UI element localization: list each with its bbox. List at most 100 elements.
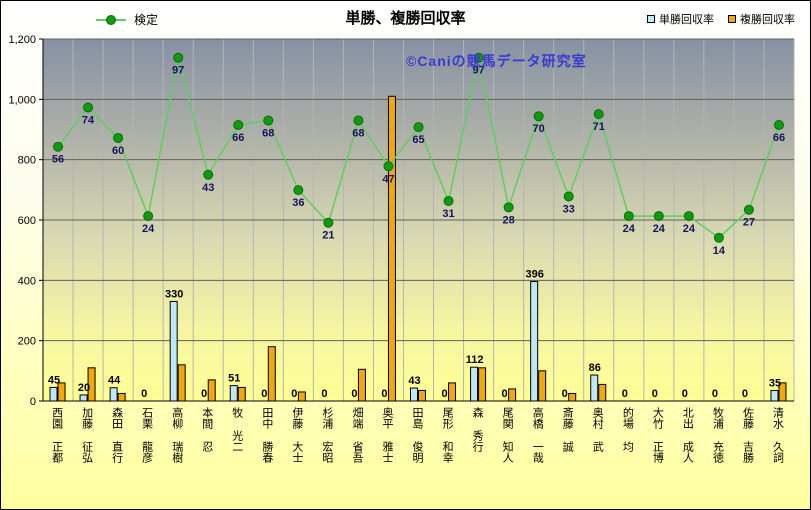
kentei-point-label: 24 <box>142 223 155 235</box>
kentei-point <box>173 52 184 63</box>
kentei-point-label: 33 <box>563 203 575 215</box>
kentei-point <box>683 211 694 222</box>
place-bar <box>177 364 186 402</box>
win-bar-label: 0 <box>502 388 508 400</box>
watermark: ©Caniの競馬データ研究室 <box>406 53 587 69</box>
kentei-point-label: 74 <box>82 114 95 126</box>
kentei-point <box>533 111 544 122</box>
win-bar-label: 0 <box>441 388 447 400</box>
win-bar-label: 0 <box>712 388 718 400</box>
win-bar <box>770 389 779 402</box>
kentei-point <box>113 132 124 143</box>
kentei-point <box>743 204 754 215</box>
kentei-point <box>653 211 664 222</box>
kentei-point <box>203 169 214 180</box>
place-bar <box>237 386 246 402</box>
place-bar <box>357 368 366 402</box>
kentei-point <box>323 217 334 228</box>
kentei-point-label: 97 <box>172 65 184 77</box>
kentei-point <box>383 161 394 172</box>
legend-bars: 単勝回収率 複勝回収率 <box>647 11 795 27</box>
win-bar-label: 0 <box>321 388 327 400</box>
win-bar-label: 0 <box>622 388 628 400</box>
place-bar <box>598 383 607 402</box>
win-bar <box>169 300 178 402</box>
win-bar-label: 51 <box>228 373 240 385</box>
kentei-point <box>263 115 274 126</box>
win-bar-label: 0 <box>351 388 357 400</box>
kentei-point-label: 27 <box>743 217 755 229</box>
place-rate-swatch-icon <box>728 15 736 23</box>
win-bar <box>530 281 539 402</box>
win-bar-label: 44 <box>108 375 121 387</box>
kentei-point <box>413 122 424 133</box>
win-bar <box>590 374 599 402</box>
win-rate-swatch-icon <box>647 15 655 23</box>
kentei-point-label: 97 <box>472 65 484 77</box>
place-bar <box>478 367 487 402</box>
y-tick-label: 600 <box>18 215 36 227</box>
kentei-point-label: 71 <box>593 121 605 133</box>
win-bar-label: 0 <box>562 388 568 400</box>
kentei-point <box>293 185 304 196</box>
place-bar <box>207 379 216 402</box>
win-bar <box>49 386 58 402</box>
kentei-point-label: 31 <box>442 208 454 220</box>
place-bar <box>57 382 66 402</box>
kentei-point-label: 70 <box>533 123 545 135</box>
y-tick-label: 0 <box>30 396 36 408</box>
win-bar-label: 0 <box>652 388 658 400</box>
win-bar <box>470 366 479 402</box>
kentei-point <box>233 119 244 130</box>
kentei-point-label: 24 <box>653 223 666 235</box>
y-tick-label: 400 <box>18 275 36 287</box>
win-bar-label: 396 <box>525 269 543 281</box>
kentei-point <box>473 52 484 63</box>
kentei-point-label: 66 <box>773 132 785 144</box>
kentei-point <box>713 232 724 243</box>
legend-kentei-label: 検定 <box>134 13 159 27</box>
kentei-point-label: 68 <box>352 127 364 139</box>
y-tick-label: 200 <box>18 336 36 348</box>
win-bar-label: 0 <box>742 388 748 400</box>
win-bar <box>109 387 118 402</box>
kentei-point-label: 56 <box>52 154 64 166</box>
chart-title: 単勝、複勝回収率 <box>345 10 466 27</box>
kentei-point-label: 28 <box>502 214 514 226</box>
win-bar-label: 0 <box>261 388 267 400</box>
place-bar <box>87 367 96 402</box>
kentei-point-label: 21 <box>322 230 334 242</box>
win-bar <box>410 387 418 402</box>
place-bar <box>267 346 276 402</box>
place-bar <box>538 370 547 402</box>
place-bar <box>418 389 426 402</box>
kentei-point <box>593 109 604 120</box>
place-bar <box>387 95 396 402</box>
kentei-point <box>563 191 574 202</box>
y-tick-label: 1,200 <box>8 34 36 46</box>
kentei-point <box>773 119 784 130</box>
win-bar-label: 0 <box>141 388 147 400</box>
kentei-point-label: 24 <box>623 223 636 235</box>
kentei-point-label: 68 <box>262 127 274 139</box>
line-marker-icon <box>106 14 116 25</box>
win-bar-label: 35 <box>769 377 781 389</box>
legend-win-rate-label: 単勝回収率 <box>659 14 714 26</box>
win-bar-label: 0 <box>201 388 207 400</box>
win-bar-label: 43 <box>408 375 420 387</box>
kentei-point <box>443 195 454 206</box>
place-bar <box>508 388 517 402</box>
kentei-point-label: 43 <box>202 182 214 194</box>
kentei-point-label: 47 <box>382 173 394 185</box>
win-bar-label: 20 <box>78 382 90 394</box>
line-legend-sample <box>96 14 126 25</box>
win-bar <box>79 394 88 402</box>
kentei-point-label: 60 <box>112 145 124 157</box>
legend-win-rate: 単勝回収率 <box>647 11 714 27</box>
place-bar <box>568 392 577 402</box>
y-tick-label: 1,000 <box>8 94 36 106</box>
legend-kentei: 検定 <box>96 11 158 28</box>
place-bar <box>117 392 126 402</box>
